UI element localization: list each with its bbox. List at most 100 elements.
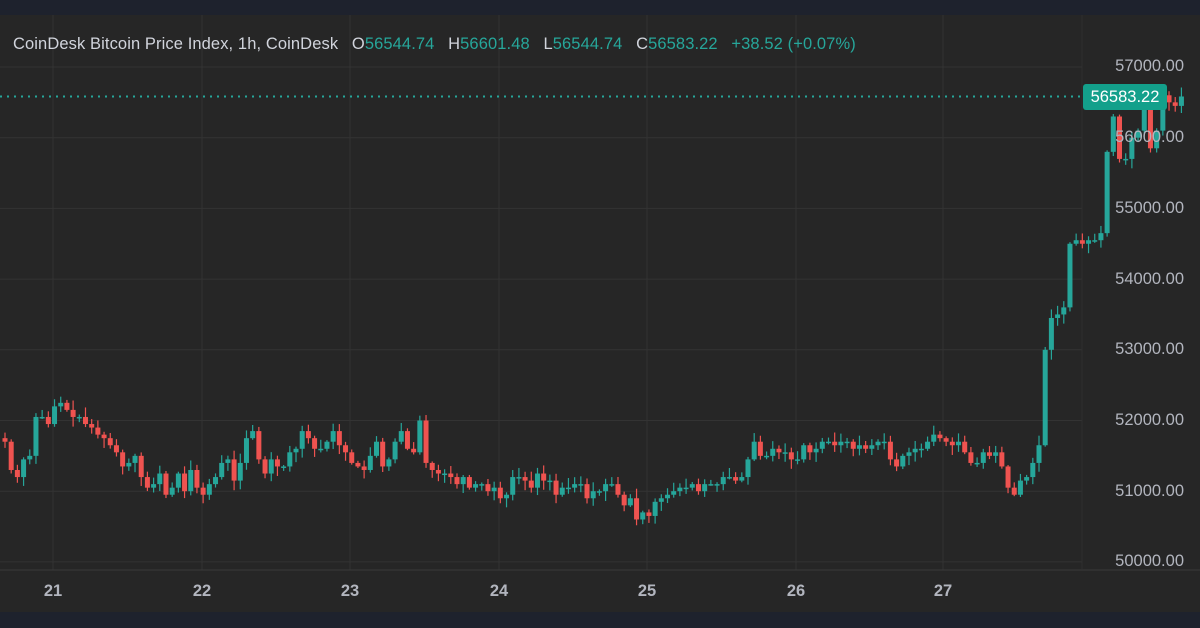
candle-down [64,402,70,410]
candle-up [188,469,194,492]
candle-down [312,438,318,449]
candle-up [1160,95,1166,131]
candle-up [1098,233,1104,241]
candle-down [1172,102,1178,106]
candle-up [590,491,596,499]
candle-up [720,477,726,485]
candle-down [144,477,150,488]
candle-up [900,455,906,467]
candle-down [411,448,417,453]
candle-up [1104,151,1110,234]
candle-up [367,455,373,470]
candle-up [1030,462,1036,478]
candle-down [1166,95,1172,103]
candle-down [305,431,311,439]
candle-down [553,480,559,495]
candle-up [1048,317,1054,350]
candle-down [343,445,349,453]
candle-up [844,441,850,444]
candle-down [182,473,188,492]
candle-up [237,462,243,481]
chart-panel[interactable] [0,15,1200,612]
candle-down [615,484,621,495]
candle-down [962,441,968,453]
candle-up [169,487,175,495]
candle-up [739,477,745,481]
candle-up [658,498,664,502]
candle-down [485,484,491,492]
candle-down [968,452,974,463]
y-tick-50000: 50000.00 [1115,552,1184,570]
candle-up [534,473,540,488]
candle-up [1055,314,1061,318]
y-tick-55000: 55000.00 [1115,199,1184,217]
candle-up [58,402,64,407]
candle-up [287,452,293,467]
candle-up [1061,307,1067,315]
candle-up [906,452,912,456]
candle-up [126,462,132,467]
candle-down [274,459,280,467]
candle-up [980,452,986,463]
x-tick-27: 27 [933,582,953,600]
candle-down [101,434,107,439]
candle-up [1123,158,1129,161]
y-tick-56000: 56000.00 [1115,128,1184,146]
candle-down [863,445,869,449]
candle-down [695,484,701,492]
candle-up [993,452,999,456]
candle-up [869,445,875,449]
candle-up [386,459,392,467]
candle-up [918,448,924,451]
y-tick-51000: 51000.00 [1115,482,1184,500]
candle-up [825,441,831,444]
candle-up [330,431,336,442]
candle-up [819,441,825,449]
candle-down [200,487,206,495]
candle-up [677,487,683,492]
candle-up [39,416,45,419]
candle-up [324,441,330,449]
candle-down [454,477,460,485]
candle-up [770,448,776,456]
candle-up [702,484,708,492]
candle-down [634,498,640,520]
symbol-title: CoinDesk Bitcoin Price Index, 1h, CoinDe… [13,35,339,53]
candle-down [887,441,893,460]
candle-up [268,459,274,474]
candle-up [925,441,931,449]
candle-up [1129,137,1135,159]
candle-up [665,494,671,499]
candle-down [336,431,342,446]
candle-up [1073,240,1079,244]
candle-down [943,438,949,442]
x-tick-22: 22 [192,582,212,600]
candle-down [894,459,900,467]
candle-down [757,441,763,456]
candle-up [243,438,249,463]
candle-up [603,484,609,492]
candle-down [788,452,794,460]
candle-down [832,441,838,446]
candle-up [1024,477,1030,481]
candle-down [999,452,1005,467]
candle-down [349,452,355,463]
close-label: C [636,35,649,53]
candle-up [398,431,404,442]
candle-down [404,431,410,449]
candle-down [231,459,237,481]
candle-up [714,484,720,486]
candle-up [801,445,807,460]
candle-up [510,477,516,495]
candle-up [838,441,844,446]
candle-down [1147,109,1153,149]
candle-up [460,477,466,485]
x-tick-26: 26 [786,582,806,600]
open-label: O [351,35,365,53]
candle-up [151,484,157,488]
candle-down [448,473,454,478]
candle-down [621,494,627,506]
chart-legend: CoinDesk Bitcoin Price Index, 1h, CoinDe… [13,35,856,54]
x-tick-25: 25 [637,582,657,600]
